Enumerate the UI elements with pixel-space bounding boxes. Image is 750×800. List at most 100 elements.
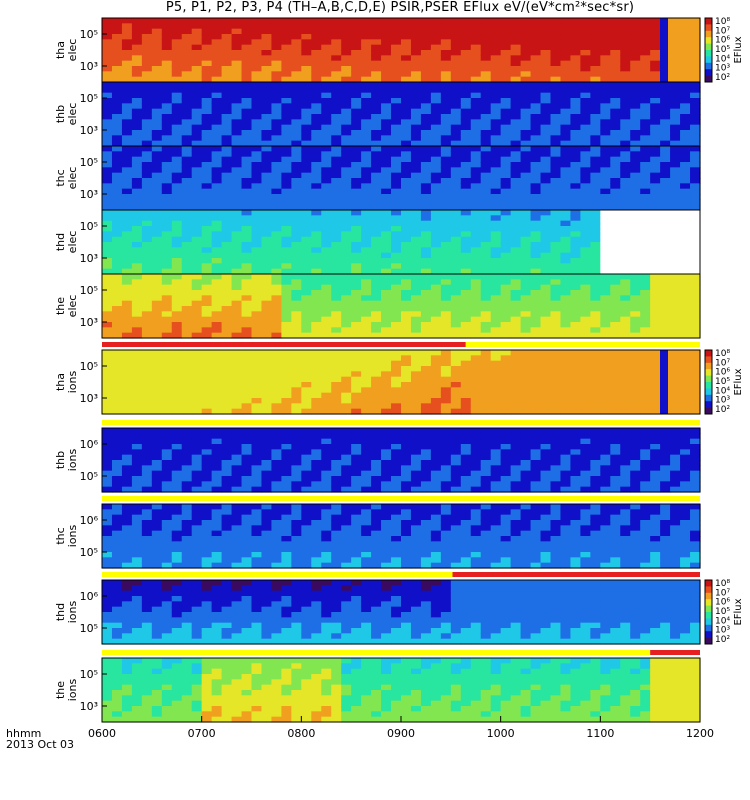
heatmap-cell bbox=[191, 135, 203, 142]
heatmap-cell bbox=[690, 28, 701, 35]
heatmap-cell bbox=[141, 392, 153, 399]
heatmap-cell bbox=[341, 34, 352, 40]
heatmap-cell bbox=[480, 371, 492, 378]
heatmap-cell bbox=[291, 247, 302, 254]
heatmap-cell bbox=[630, 151, 641, 158]
heatmap-cell bbox=[121, 360, 133, 367]
heatmap-cell bbox=[111, 382, 123, 388]
heatmap-cell bbox=[151, 76, 163, 83]
heatmap-cell bbox=[650, 66, 661, 72]
heatmap-cell bbox=[670, 322, 681, 328]
heatmap-cell bbox=[121, 398, 133, 404]
heatmap-cell bbox=[181, 438, 193, 445]
heatmap-cell bbox=[102, 470, 113, 477]
heatmap-cell bbox=[211, 34, 223, 40]
heatmap-cell bbox=[410, 140, 422, 147]
heatmap-cell bbox=[460, 242, 472, 248]
heatmap-cell bbox=[560, 279, 572, 286]
heatmap-cell bbox=[181, 306, 193, 312]
heatmap-cell bbox=[440, 290, 452, 296]
heatmap-cell bbox=[381, 140, 392, 147]
heatmap-cell bbox=[301, 449, 312, 456]
heatmap-cell bbox=[630, 327, 641, 334]
heatmap-cell bbox=[231, 449, 243, 456]
heatmap-cell bbox=[530, 23, 542, 30]
heatmap-cell bbox=[401, 252, 412, 259]
heatmap-cell bbox=[490, 476, 502, 482]
heatmap-cell bbox=[470, 215, 482, 222]
heatmap-cell bbox=[291, 172, 302, 179]
heatmap-cell bbox=[630, 355, 641, 362]
heatmap-cell bbox=[281, 204, 292, 211]
heatmap-cell bbox=[401, 119, 412, 126]
heatmap-cell bbox=[510, 242, 522, 248]
heatmap-cell bbox=[660, 284, 671, 291]
colorbar-swatch bbox=[705, 369, 712, 377]
heatmap-cell bbox=[131, 44, 143, 51]
heatmap-cell bbox=[121, 18, 133, 24]
heatmap-cell bbox=[550, 316, 562, 323]
heatmap-cell bbox=[510, 178, 522, 184]
heatmap-cell bbox=[102, 236, 113, 243]
heatmap-cell bbox=[470, 156, 482, 163]
heatmap-cell bbox=[480, 140, 492, 147]
heatmap-cell bbox=[301, 183, 312, 190]
heatmap-cell bbox=[660, 242, 671, 248]
heatmap-cell bbox=[271, 268, 282, 275]
heatmap-cell bbox=[600, 71, 611, 78]
heatmap-cell bbox=[181, 194, 193, 200]
heatmap-cell bbox=[530, 465, 542, 472]
heatmap-cell bbox=[620, 366, 631, 372]
heatmap-cell bbox=[640, 236, 651, 243]
heatmap-cell bbox=[221, 486, 233, 493]
heatmap-cell bbox=[111, 108, 123, 115]
heatmap-cell bbox=[580, 183, 591, 190]
heatmap-cell bbox=[630, 135, 641, 142]
heatmap-cell bbox=[231, 71, 243, 78]
heatmap-cell bbox=[381, 428, 392, 434]
heatmap-cell bbox=[470, 252, 482, 259]
heatmap-cell bbox=[450, 60, 462, 67]
heatmap-cell bbox=[171, 50, 183, 56]
heatmap-cell bbox=[371, 481, 382, 488]
heatmap-cell bbox=[201, 376, 213, 383]
heatmap-cell bbox=[600, 350, 611, 356]
heatmap-cell bbox=[470, 258, 482, 264]
heatmap-cell bbox=[630, 398, 641, 404]
heatmap-cell bbox=[530, 382, 542, 388]
heatmap-cell bbox=[371, 146, 382, 152]
heatmap-cell bbox=[430, 242, 442, 248]
heatmap-cell bbox=[460, 167, 472, 174]
heatmap-cell bbox=[450, 316, 462, 323]
heatmap-cell bbox=[640, 210, 651, 216]
heatmap-cell bbox=[301, 188, 312, 195]
heatmap-cell bbox=[490, 39, 502, 46]
heatmap-cell bbox=[580, 481, 591, 488]
heatmap-cell bbox=[420, 306, 432, 312]
heatmap-cell bbox=[440, 322, 452, 328]
heatmap-cell bbox=[620, 350, 631, 356]
heatmap-cell bbox=[570, 172, 581, 179]
heatmap-cell bbox=[550, 242, 562, 248]
heatmap-cell bbox=[231, 290, 243, 296]
heatmap-cell bbox=[460, 444, 472, 450]
heatmap-cell bbox=[231, 162, 243, 168]
heatmap-cell bbox=[540, 242, 552, 248]
heatmap-cell bbox=[401, 242, 412, 248]
heatmap-cell bbox=[381, 39, 392, 46]
heatmap-cell bbox=[510, 398, 522, 404]
heatmap-cell bbox=[540, 274, 552, 280]
heatmap-cell bbox=[111, 295, 123, 302]
heatmap-cell bbox=[590, 428, 601, 434]
heatmap-cell bbox=[560, 327, 572, 334]
heatmap-cell bbox=[560, 135, 572, 142]
heatmap-cell bbox=[401, 66, 412, 72]
heatmap-cell bbox=[460, 199, 472, 206]
heatmap-cell bbox=[620, 226, 631, 232]
heatmap-cell bbox=[480, 34, 492, 40]
heatmap-cell bbox=[221, 460, 233, 466]
heatmap-cell bbox=[391, 71, 402, 78]
heatmap-cell bbox=[271, 114, 282, 120]
heatmap-cell bbox=[410, 114, 422, 120]
heatmap-cell bbox=[311, 199, 322, 206]
